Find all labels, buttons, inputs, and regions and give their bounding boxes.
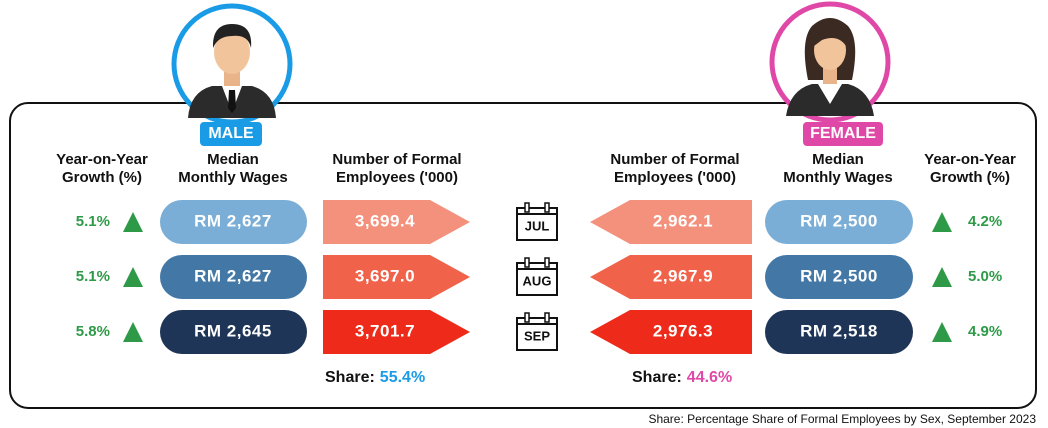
employee-value: 3,699.4 xyxy=(355,211,415,230)
column-header: Employees ('000) xyxy=(614,169,736,186)
column-header: Year-on-Year xyxy=(56,151,148,168)
calendar-ring xyxy=(525,258,529,267)
column-header: Year-on-Year xyxy=(924,151,1016,168)
male-label: MALE xyxy=(208,125,254,142)
calendar-ring xyxy=(545,258,549,267)
female-label: FEMALE xyxy=(810,125,876,142)
calendar-ring xyxy=(545,313,549,322)
wage-value: RM 2,500 xyxy=(800,211,878,230)
column-header: Monthly Wages xyxy=(178,169,287,186)
employee-value: 3,701.7 xyxy=(355,321,415,340)
wage-value: RM 2,627 xyxy=(194,266,272,285)
month-label: JUL xyxy=(525,218,550,233)
month-label: AUG xyxy=(523,273,552,288)
column-header: Median xyxy=(812,151,864,168)
footnote: Share: Percentage Share of Formal Employ… xyxy=(648,412,1036,426)
up-triangle xyxy=(932,322,952,342)
growth-value: 4.9% xyxy=(968,323,1002,340)
wage-value: RM 2,645 xyxy=(194,321,272,340)
calendar-ring xyxy=(525,313,529,322)
male-avatar xyxy=(174,6,290,122)
share-label: Share: xyxy=(325,369,375,386)
month-label: SEP xyxy=(524,328,550,343)
growth-value: 5.1% xyxy=(76,268,110,285)
up-triangle xyxy=(123,212,143,232)
employee-value: 2,962.1 xyxy=(653,211,713,230)
wage-value: RM 2,627 xyxy=(194,211,272,230)
wage-value: RM 2,500 xyxy=(800,266,878,285)
employee-value: 3,697.0 xyxy=(355,266,415,285)
column-header: Number of Formal xyxy=(332,151,461,168)
up-triangle xyxy=(123,322,143,342)
column-header: Monthly Wages xyxy=(783,169,892,186)
column-header: Median xyxy=(207,151,259,168)
up-triangle xyxy=(123,267,143,287)
share-label: Share: xyxy=(632,369,682,386)
calendar-ring xyxy=(545,203,549,212)
column-header: Growth (%) xyxy=(930,169,1010,186)
calendar-ring xyxy=(525,203,529,212)
column-header: Number of Formal xyxy=(610,151,739,168)
growth-value: 5.0% xyxy=(968,268,1002,285)
share-value: 44.6% xyxy=(687,369,732,386)
employee-value: 2,967.9 xyxy=(653,266,713,285)
growth-value: 5.8% xyxy=(76,323,110,340)
growth-value: 4.2% xyxy=(968,213,1002,230)
up-triangle xyxy=(932,267,952,287)
share-value: 55.4% xyxy=(380,369,425,386)
female-avatar xyxy=(772,4,888,120)
column-header: Employees ('000) xyxy=(336,169,458,186)
employee-value: 2,976.3 xyxy=(653,321,713,340)
wage-value: RM 2,518 xyxy=(800,321,878,340)
up-triangle xyxy=(932,212,952,232)
growth-value: 5.1% xyxy=(76,213,110,230)
column-header: Growth (%) xyxy=(62,169,142,186)
infographic: MALE FEMALE Share: Percentage Share of F… xyxy=(0,0,1048,428)
